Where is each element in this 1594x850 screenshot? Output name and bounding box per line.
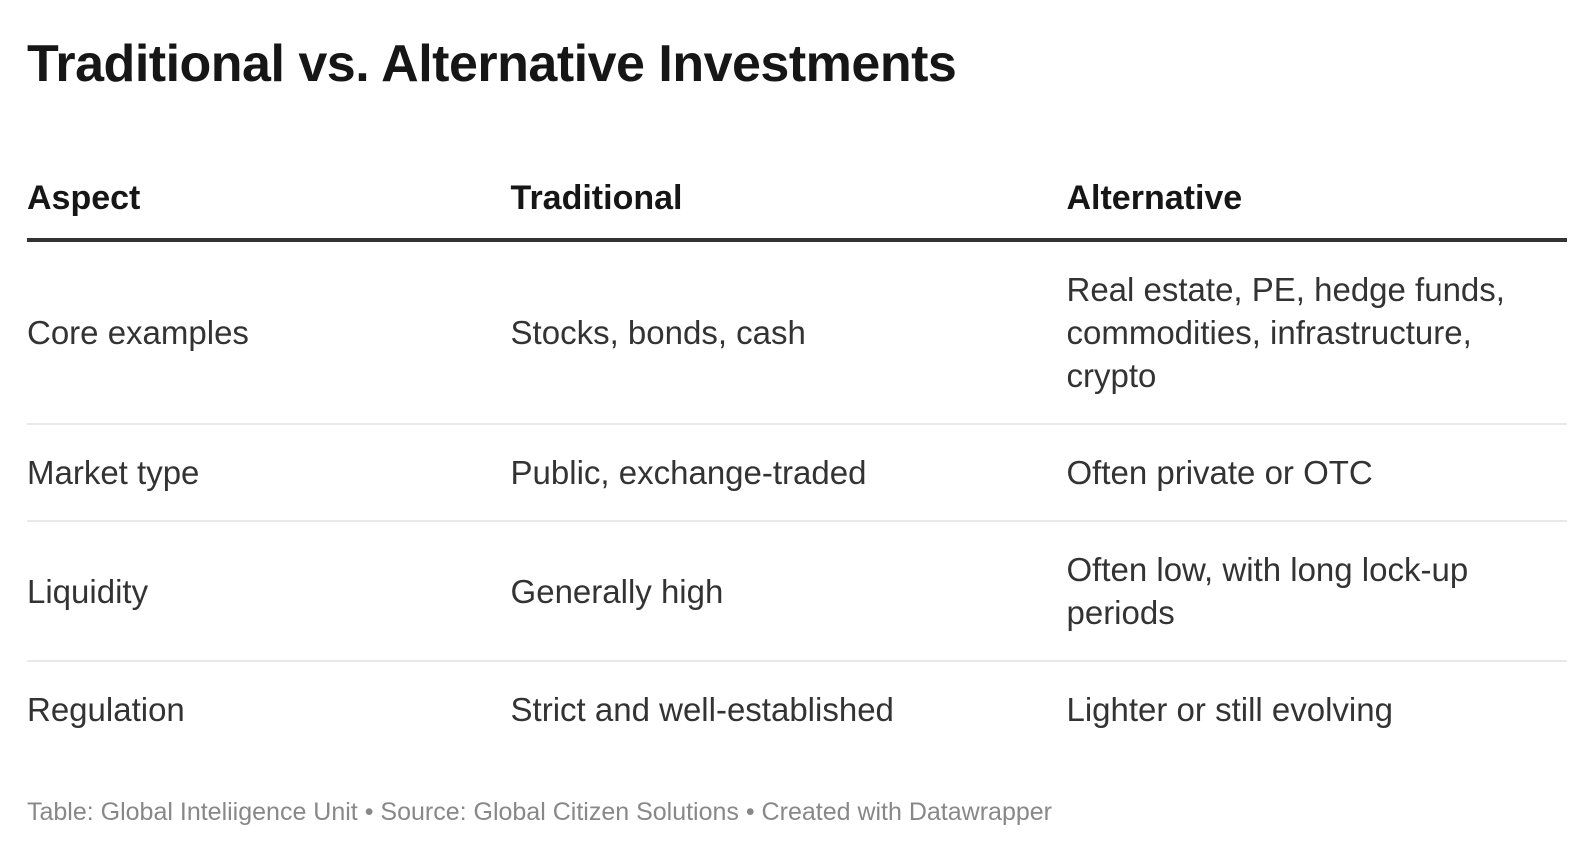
table-header-row: Aspect Traditional Alternative [27, 176, 1567, 242]
cell-alternative: Lighter or still evolving [1066, 660, 1567, 757]
table-row: Core examples Stocks, bonds, cash Real est… [27, 240, 1567, 424]
cell-alternative: Real estate, PE, hedge funds, commoditie… [1066, 271, 1505, 394]
table-row: Regulation Strict and well-established Lig… [27, 660, 1567, 757]
cell-aspect: Core examples [27, 314, 249, 351]
column-header-traditional: Traditional [510, 176, 1067, 242]
cell-aspect: Market type [27, 423, 511, 521]
cell-alternative: Often private or OTC [1066, 423, 1567, 521]
cell-aspect: Regulation [27, 660, 511, 757]
table-row: Market type Public, exchange-traded Often … [27, 423, 1567, 521]
cell-traditional: Public, exchange-traded [510, 423, 1067, 521]
table-row: Liquidity Generally high Often low, with l… [27, 520, 1567, 661]
cell-traditional: Strict and well-established [510, 660, 1067, 757]
chart-title: Traditional vs. Alternative Investments [27, 35, 957, 93]
table-body: Core examples Stocks, bonds, cash Real est… [27, 240, 1567, 757]
comparison-table: Aspect Traditional Alternative Core exam… [27, 176, 1567, 757]
cell-alternative: Often low, with long lock-up periods [1066, 520, 1567, 661]
cell-traditional: Generally high [510, 520, 1067, 661]
attribution-footer: Table: Global Inteliigence Unit • Source… [27, 798, 1052, 826]
cell-aspect: Liquidity [27, 520, 511, 661]
column-header-aspect: Aspect [27, 176, 511, 242]
cell-traditional: Stocks, bonds, cash [510, 314, 806, 351]
column-header-alternative: Alternative [1066, 176, 1567, 242]
